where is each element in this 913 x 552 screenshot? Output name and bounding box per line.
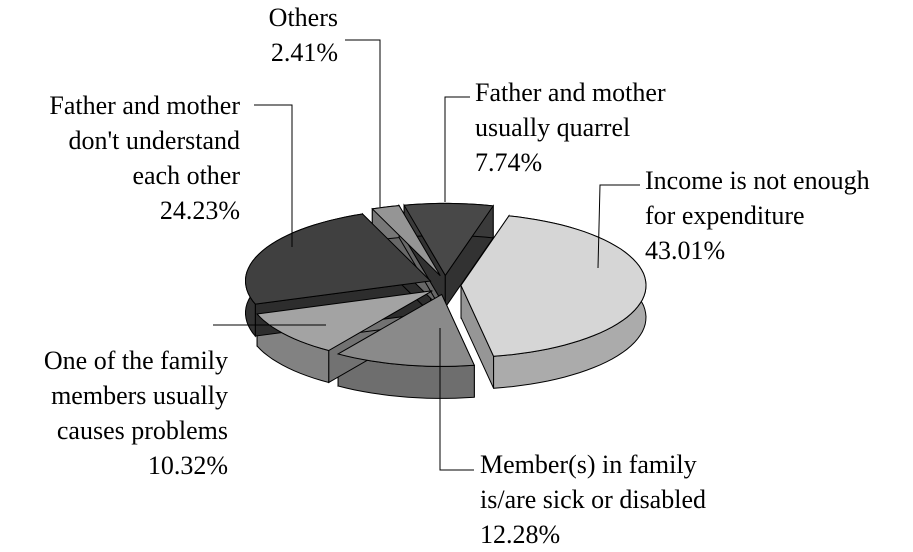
value-label: 2.41% bbox=[271, 38, 338, 67]
slice-label: One of the family bbox=[44, 346, 228, 375]
value-label: 43.01% bbox=[645, 236, 725, 265]
leader-line bbox=[444, 96, 470, 202]
slice-label: is/are sick or disabled bbox=[480, 485, 706, 514]
value-label: 12.28% bbox=[480, 520, 560, 549]
leader-line bbox=[254, 104, 293, 247]
slice bbox=[460, 215, 647, 357]
leader-line bbox=[597, 184, 640, 269]
slice-label: causes problems bbox=[57, 416, 228, 445]
value-label: 24.23% bbox=[160, 196, 240, 225]
slice-label: Father and mother bbox=[475, 78, 666, 107]
leader-line bbox=[345, 39, 381, 207]
value-label: 7.74% bbox=[475, 148, 542, 177]
slice-label: each other bbox=[132, 161, 240, 190]
slice-label: Income is not enough bbox=[645, 166, 870, 195]
value-label: 10.32% bbox=[148, 451, 228, 480]
slice bbox=[371, 205, 441, 277]
slice-label: Others bbox=[269, 3, 338, 32]
slice-label: don't understand bbox=[69, 126, 241, 155]
slice-label: usually quarrel bbox=[475, 113, 630, 142]
leader-line bbox=[439, 328, 474, 471]
slice-label: members usually bbox=[51, 381, 228, 410]
slice bbox=[256, 290, 433, 352]
slice-label: Member(s) in family bbox=[480, 450, 697, 479]
slice bbox=[403, 202, 495, 277]
slice-label: for expenditure bbox=[645, 201, 805, 230]
slice-label: Father and mother bbox=[49, 91, 240, 120]
